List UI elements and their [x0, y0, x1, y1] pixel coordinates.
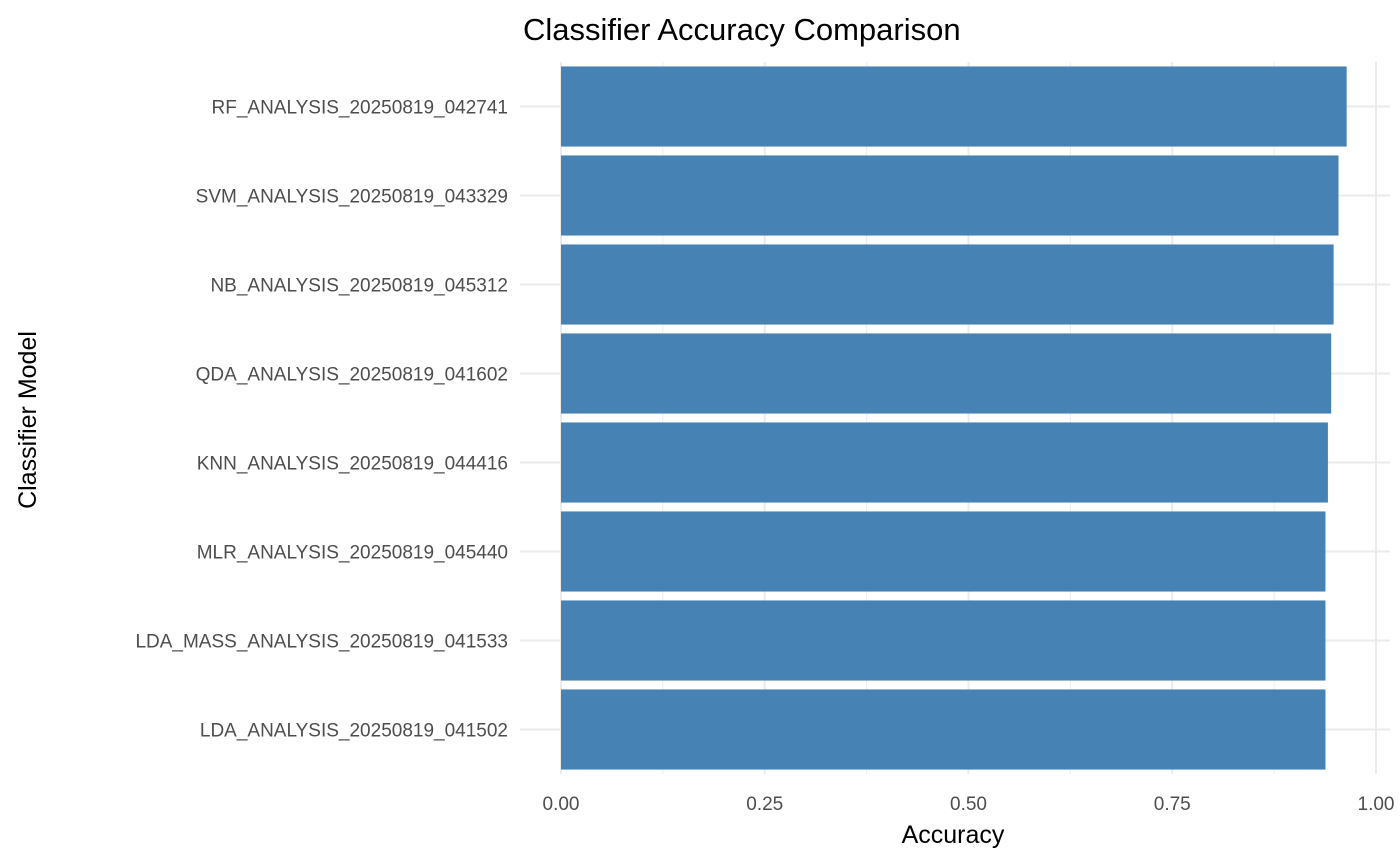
x-tick-label: 0.25	[746, 794, 783, 815]
bar	[561, 244, 1334, 325]
y-tick-label: SVM_ANALYSIS_20250819_043329	[196, 187, 508, 208]
x-tick-label: 0.00	[543, 794, 580, 815]
y-tick-label: MLR_ANALYSIS_20250819_045440	[197, 543, 508, 564]
bar	[561, 689, 1326, 770]
x-tick-labels: 0.00 0.25 0.50 0.75 1.00	[543, 794, 1395, 815]
x-axis-title: Accuracy	[902, 821, 1005, 849]
bar	[561, 155, 1339, 236]
y-tick-label: QDA_ANALYSIS_20250819_041602	[196, 365, 508, 386]
y-tick-label: KNN_ANALYSIS_20250819_044416	[197, 454, 508, 475]
bar	[561, 511, 1326, 592]
y-tick-label: LDA_ANALYSIS_20250819_041502	[200, 721, 508, 742]
y-tick-label: LDA_MASS_ANALYSIS_20250819_041533	[135, 632, 508, 653]
x-tick-label: 0.50	[950, 794, 987, 815]
bars	[561, 66, 1347, 770]
y-axis-title: Classifier Model	[14, 331, 42, 509]
bar	[561, 600, 1326, 681]
chart-title: Classifier Accuracy Comparison	[523, 12, 961, 47]
bar	[561, 422, 1328, 503]
bar	[561, 66, 1347, 147]
y-tick-labels: RF_ANALYSIS_20250819_042741 SVM_ANALYSIS_…	[135, 98, 508, 742]
y-tick-label: NB_ANALYSIS_20250819_045312	[210, 276, 508, 297]
bar	[561, 333, 1332, 414]
x-tick-label: 1.00	[1358, 794, 1395, 815]
y-tick-label: RF_ANALYSIS_20250819_042741	[212, 98, 509, 119]
x-tick-label: 0.75	[1154, 794, 1191, 815]
